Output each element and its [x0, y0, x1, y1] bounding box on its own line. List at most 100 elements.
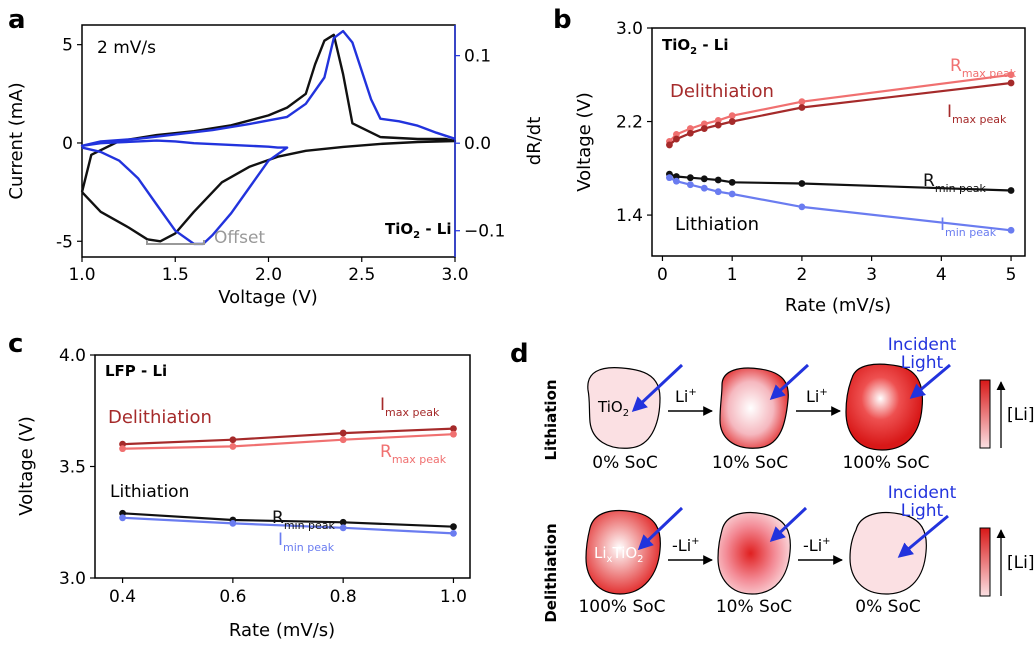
light-arrow-lith-1: [769, 363, 810, 401]
panel-c-chart: 0.4 0.6 0.8 1.0 4.0 3.5 3.0 Rate (mV/s) Voltag…: [16, 346, 471, 641]
panel-b-point: [666, 141, 673, 149]
panel-a-scan-rate: 2 mV/s: [97, 38, 156, 58]
panel-b-point: [686, 129, 694, 137]
panel-a-ylabel: Current (mA): [6, 82, 27, 199]
panel-c-system-label: LFP - Li: [105, 362, 167, 380]
panel-b-point: [686, 181, 694, 189]
panel-b-point: [673, 135, 680, 143]
panel-c-point: [450, 523, 457, 531]
panel-b-point: [728, 118, 736, 125]
panel-c-series-label-0: Imax peak: [380, 395, 440, 419]
panel-b-ytick-label: 1.4: [616, 206, 643, 226]
panel-b-delith-label: Delithiation: [670, 81, 774, 102]
panel-b-point: [1007, 79, 1015, 87]
panel-a-xtick-label: 1.5: [162, 265, 189, 285]
light-arrow-delith-0: [637, 506, 684, 551]
panel-b-xtick-label: 4: [936, 265, 947, 285]
panel-c-series-label-1: Rmax peak: [380, 442, 447, 466]
particle-lith-0-label: TiO2: [597, 398, 629, 419]
scale-bar-delith: [979, 527, 991, 597]
panel-b-series-label-1: Imax peak: [947, 102, 1007, 126]
panel-c-series-1: [122, 433, 454, 450]
row-label-lithiation: Lithiation: [542, 379, 560, 460]
panel-b-point: [714, 116, 722, 124]
panel-b-plot-area: [666, 71, 1015, 234]
caption-delith-1: 10% SoC: [716, 597, 792, 617]
particle-lith-2: [845, 363, 924, 451]
panel-a-xlabel: Voltage (V): [218, 287, 318, 308]
panel-b-xtick-label: 0: [657, 265, 668, 285]
arrow-delith-1-label: -Li+: [672, 536, 700, 555]
arrow-lith-2-label: Li+: [806, 387, 828, 406]
panel-c-xlabel: Rate (mV/s): [229, 620, 335, 641]
particle-lith-0: [587, 367, 661, 449]
panel-c-xtick-label: 0.6: [219, 587, 246, 607]
panel-b-xtick-label: 1: [727, 265, 738, 285]
panel-b-ytick-label: 3.0: [616, 19, 643, 39]
panel-b-point: [686, 174, 694, 182]
panel-b-point: [728, 190, 736, 198]
panel-c-series-0: [122, 427, 454, 446]
panel-a-series-0: [80, 33, 457, 243]
panel-a-ytick-label: 5: [62, 36, 73, 56]
panel-c-point: [339, 524, 347, 532]
panel-c-delith-label: Delithiation: [108, 407, 212, 428]
panel-c-point: [119, 445, 126, 453]
panel-label-a: a: [8, 5, 26, 35]
panel-c-point: [119, 514, 126, 522]
panel-c-ytick-label: 3.5: [59, 458, 86, 478]
panel-b-point: [673, 131, 680, 138]
scale-label-delith: [Li]: [1007, 553, 1034, 573]
panel-b-ylabel: Voltage (V): [574, 92, 595, 192]
panel-a-system-label: TiO2 - Li: [385, 220, 451, 241]
panel-b-xtick-label: 5: [1006, 265, 1017, 285]
incident-light-delith-l1: Incident: [888, 483, 957, 503]
scale-bar-lith: [979, 379, 991, 449]
panel-b-point: [798, 98, 806, 106]
panel-a-xtick-label: 2.0: [255, 265, 282, 285]
panel-b-series-labels: Rmax peak Imax peak Rmin peak Imin peak: [923, 56, 1017, 239]
panel-b-ytick-label: 2.2: [616, 113, 643, 133]
panel-c-ytick-label: 3.0: [59, 569, 86, 589]
panel-b-point: [1007, 226, 1015, 234]
panel-b-point: [714, 176, 722, 184]
panel-b-system-label: TiO2 - Li: [662, 36, 728, 57]
panel-a-ytick-label: 0: [62, 134, 73, 154]
panel-c-point: [339, 429, 347, 437]
panel-c-point: [339, 518, 347, 526]
panel-c-xtick-label: 1.0: [440, 587, 467, 607]
panel-b-point: [673, 177, 680, 185]
panel-b-point: [700, 125, 708, 132]
particle-delith-0: [585, 509, 661, 595]
panel-c-series-label-2: Rmin peak: [272, 508, 336, 532]
panel-b-series-label-2: Rmin peak: [923, 171, 987, 195]
particle-lith-1: [719, 367, 789, 449]
panel-b-point: [666, 174, 673, 182]
panel-c-series-3: [122, 516, 454, 535]
light-arrow-delith-2: [897, 514, 949, 558]
panel-a-xtick-label: 2.5: [348, 265, 375, 285]
panel-a-ytick-label: -5: [56, 232, 73, 252]
particle-delith-0-label: LixTiO2: [594, 544, 644, 565]
caption-delith-2: 0% SoC: [855, 597, 920, 617]
panel-c-plot-area: [119, 425, 457, 537]
light-arrow-delith-1: [769, 506, 808, 543]
panel-label-b: b: [553, 5, 572, 35]
panel-b-frame: [651, 27, 1026, 257]
caption-lith-1: 10% SoC: [712, 453, 788, 473]
panel-label-c: c: [8, 329, 23, 359]
panel-a-offset-label: Offset: [214, 228, 265, 248]
panel-b-point: [700, 175, 708, 183]
panel-b-point: [798, 203, 806, 211]
panel-b-point: [798, 104, 806, 111]
light-arrow-lith-0: [631, 363, 684, 413]
panel-c-series-label-3: Imin peak: [278, 530, 335, 554]
panel-b-series-label-3: Imin peak: [940, 215, 997, 239]
panel-c-point: [229, 519, 237, 527]
panel-c-lith-label: Lithiation: [110, 482, 189, 502]
panel-c-ticks: 0.4 0.6 0.8 1.0 4.0 3.5 3.0: [59, 346, 467, 607]
panel-c-series-2: [122, 512, 454, 528]
panel-a-y2label: dR/dt: [524, 117, 545, 165]
